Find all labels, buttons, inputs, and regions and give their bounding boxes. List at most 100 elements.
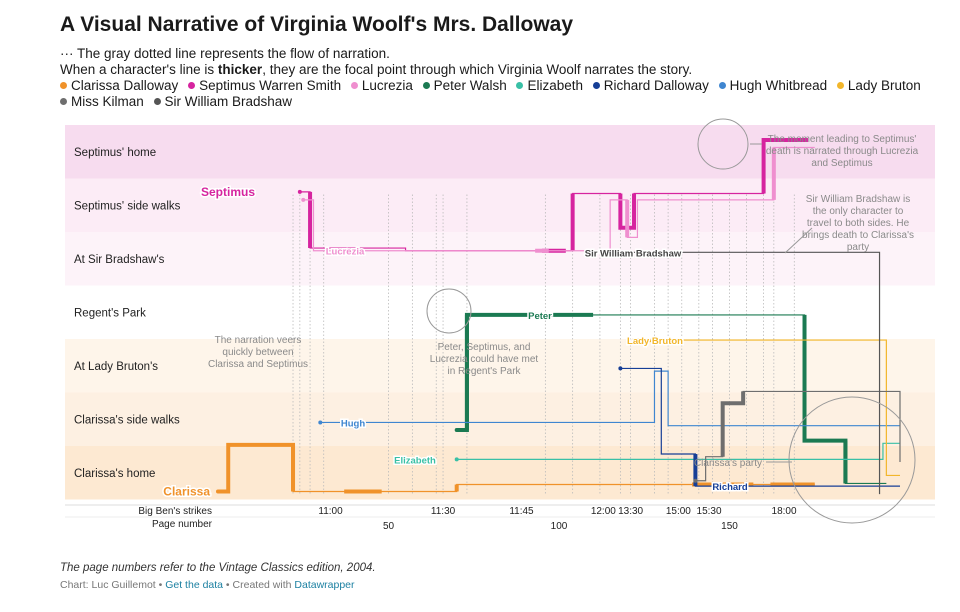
band-5: [65, 392, 935, 446]
chart-notes: The page numbers refer to the Vintage Cl…: [60, 562, 376, 574]
highlight-regents: [426, 288, 472, 334]
legend-item-richard: Richard Dalloway: [592, 78, 709, 93]
chart-title: A Visual Narrative of Virginia Woolf's M…: [60, 13, 574, 36]
legend-dot-lucrezia: [350, 82, 358, 89]
description-line-1: ··· The gray dotted line represents the …: [60, 46, 390, 61]
legend-label-bradshaw: Sir William Bradshaw: [164, 94, 293, 109]
band-3: [65, 285, 935, 339]
anno-party: Clarissa's party: [694, 458, 762, 469]
legend-label-richard: Richard Dalloway: [603, 78, 709, 93]
line-septimus: [299, 139, 808, 252]
thick-septimus-4: [761, 137, 808, 194]
legend-dot-peter: [422, 82, 430, 89]
legend-item-clarissa: Clarissa Dalloway: [60, 78, 178, 93]
char-label-clarissa: Clarissa: [163, 484, 210, 498]
bigben-tick-1: 11:30: [431, 506, 456, 517]
dot-richard: [618, 366, 623, 371]
legend: Clarissa Dalloway Septimus Warren Smith …: [60, 78, 930, 110]
footer-middle: • Created with: [223, 579, 295, 591]
anno-bradshaw-0: Sir William Bradshaw is: [806, 194, 910, 205]
bigben-tick-5: 15:00: [666, 506, 691, 517]
anno-veers-0: The narration veers: [215, 335, 302, 346]
char-label-bruton: Lady Bruton: [627, 336, 683, 347]
anno-regents-0: Peter, Septimus, and: [438, 342, 531, 353]
legend-dot-clarissa: [60, 82, 67, 89]
line-richard: [620, 367, 900, 487]
description-post: , they are the focal point through which…: [262, 62, 693, 77]
char-label-lucrezia: Lucrezia: [326, 247, 365, 258]
anno-regents-1: Lucrezia could have met: [430, 354, 539, 365]
bigben-tick-4: 13:30: [618, 506, 643, 517]
band-1: [65, 178, 935, 232]
get-data-link[interactable]: Get the data: [165, 579, 224, 591]
footer-credit: Chart: Luc Guillemot •: [60, 579, 166, 591]
legend-label-bruton: Lady Bruton: [847, 78, 921, 93]
legend-item-peter: Peter Walsh: [422, 78, 507, 93]
description-line-2: When a character's line is thicker, they…: [60, 62, 930, 78]
bigben-label: Big Ben's strikes: [138, 506, 212, 517]
band-label-1: Septimus' side walks: [74, 200, 181, 212]
datawrapper-link[interactable]: Datawrapper: [294, 579, 355, 591]
anno-bradshaw-2: travel to both sides. He: [807, 218, 910, 229]
legend-dot-kilman: [60, 98, 67, 105]
legend-dot-septimus: [188, 82, 196, 89]
legend-label-septimus: Septimus Warren Smith: [199, 78, 342, 93]
legend-label-hugh: Hugh Whitbread: [729, 78, 828, 93]
legend-label-kilman: Miss Kilman: [71, 94, 144, 109]
bigben-tick-6: 15:30: [697, 506, 722, 517]
char-label-septimus: Septimus: [201, 185, 255, 199]
legend-item-kilman: Miss Kilman: [60, 94, 144, 109]
anno-bradshaw-3: brings death to Clarissa's: [802, 230, 914, 241]
line-elizabeth: [456, 442, 900, 460]
char-label-richard: Richard: [712, 482, 748, 493]
legend-item-hugh: Hugh Whitbread: [718, 78, 828, 93]
description-pre: When a character's line is: [60, 62, 218, 77]
legend-label-peter: Peter Walsh: [433, 78, 507, 93]
highlight-death: [697, 118, 749, 170]
dot-septimus: [297, 189, 302, 194]
legend-dot-bradshaw: [153, 98, 161, 105]
legend-item-septimus: Septimus Warren Smith: [188, 78, 341, 93]
char-label-hugh: Hugh: [341, 418, 365, 429]
legend-dot-hugh: [718, 82, 726, 89]
bigben-tick-7: 18:00: [772, 506, 797, 517]
band-0: [65, 125, 935, 179]
legend-label-lucrezia: Lucrezia: [361, 78, 413, 93]
anno-bradshaw-4: party: [847, 242, 869, 253]
dot-peter: [454, 427, 459, 432]
dot-elizabeth: [454, 457, 459, 462]
char-label-peter: Peter: [528, 311, 552, 322]
band-label-2: At Sir Bradshaw's: [74, 254, 165, 266]
dot-lucrezia: [301, 197, 306, 202]
char-label-bradshaw: Sir William Bradshaw: [585, 248, 682, 259]
anno-veers-1: quickly between: [222, 347, 293, 358]
chart-footer: Chart: Luc Guillemot • Get the data • Cr…: [60, 579, 355, 591]
legend-item-bruton: Lady Bruton: [836, 78, 921, 93]
page-tick-1: 100: [551, 521, 568, 532]
anno-bradshaw-1: the only character to: [813, 206, 904, 217]
legend-dot-richard: [592, 82, 600, 89]
legend-item-lucrezia: Lucrezia: [350, 78, 413, 93]
legend-label-clarissa: Clarissa Dalloway: [71, 78, 179, 93]
anno-death-0: The moment leading to Septimus': [768, 134, 917, 145]
anno-death-1: death is narrated through Lucrezia: [766, 146, 919, 157]
bigben-tick-0: 11:00: [318, 506, 343, 517]
dot-bruton: [632, 338, 637, 343]
chart-description: ··· The gray dotted line represents the …: [60, 46, 930, 110]
anno-veers-2: Clarissa and Septimus: [208, 359, 308, 370]
band-label-5: Clarissa's side walks: [74, 414, 180, 426]
line-bruton: [634, 339, 900, 477]
legend-dot-bruton: [836, 82, 844, 89]
dot-bradshaw: [608, 250, 613, 255]
legend-item-elizabeth: Elizabeth: [516, 78, 583, 93]
bigben-tick-2: 11:45: [509, 506, 534, 517]
page-tick-0: 50: [383, 521, 395, 532]
band-label-6: Clarissa's home: [74, 468, 155, 480]
thick-kilman-0: [720, 391, 746, 457]
legend-label-elizabeth: Elizabeth: [527, 78, 584, 93]
bigben-tick-3: 12:00: [591, 506, 616, 517]
line-bradshaw: [610, 251, 881, 495]
band-label-3: Regent's Park: [74, 307, 146, 319]
highlight-party: [788, 396, 916, 524]
